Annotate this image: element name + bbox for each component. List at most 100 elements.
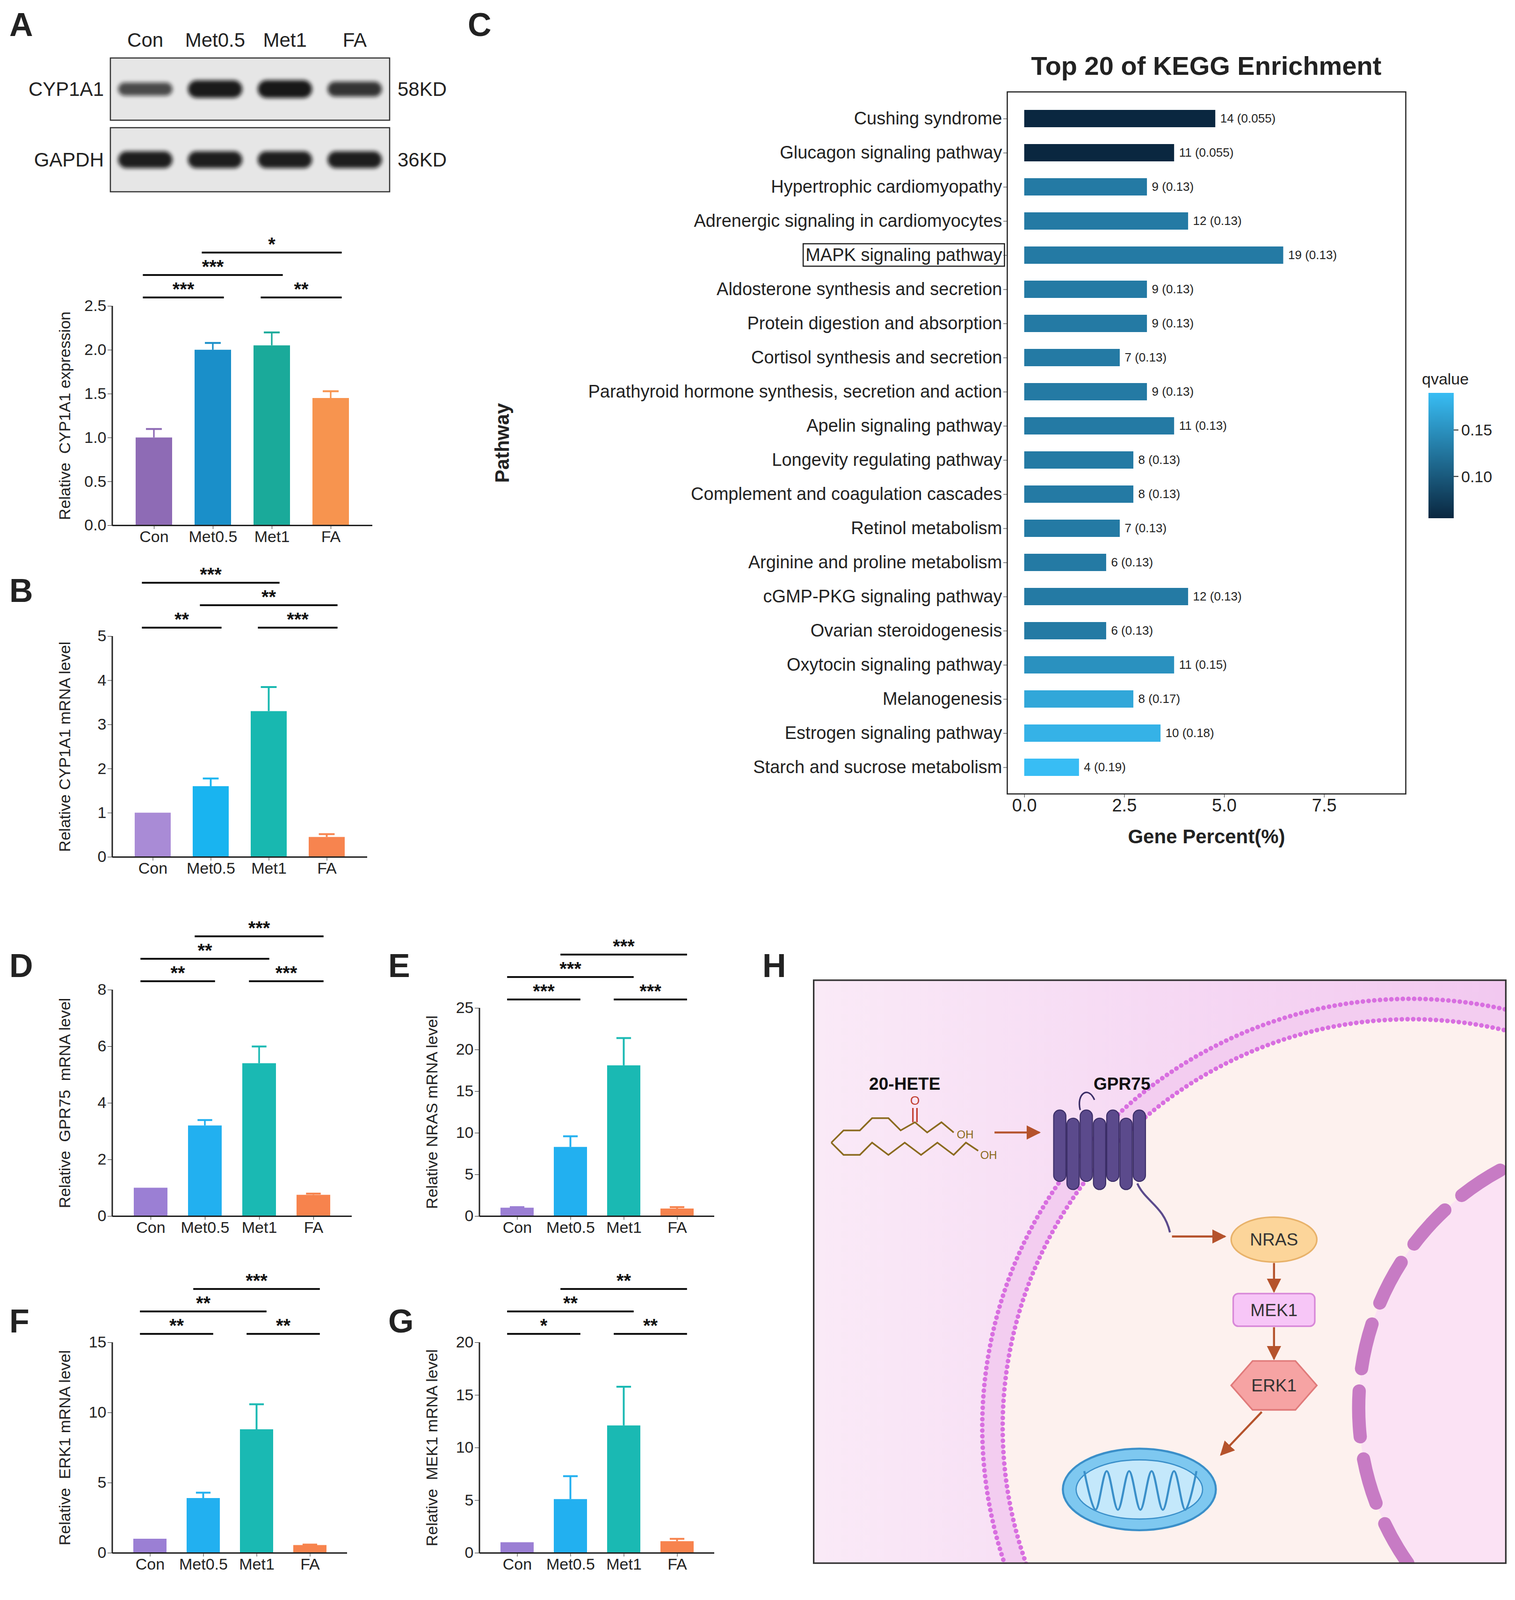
svg-text:**: ** (195, 1292, 211, 1314)
svg-text:Starch and sucrose metabolism: Starch and sucrose metabolism (753, 757, 1002, 777)
svg-text:***: *** (248, 917, 271, 939)
svg-text:9 (0.13): 9 (0.13) (1152, 282, 1195, 297)
svg-text:**: ** (616, 1270, 632, 1291)
svg-text:MEK1: MEK1 (1250, 1300, 1298, 1320)
svg-text:FA: FA (317, 859, 337, 878)
svg-text:FA: FA (321, 527, 341, 546)
svg-text:1.5: 1.5 (84, 384, 107, 403)
svg-text:FA: FA (342, 28, 367, 51)
svg-text:Complement and coagulation cas: Complement and coagulation cascades (690, 484, 1002, 504)
svg-text:10: 10 (88, 1403, 107, 1421)
svg-text:FA: FA (667, 1555, 688, 1573)
svg-text:qvalue: qvalue (1421, 369, 1469, 388)
svg-text:Parathyroid hormone synthesis,: Parathyroid hormone synthesis, secretion… (587, 381, 1002, 402)
svg-text:Con: Con (502, 1555, 532, 1573)
svg-text:Met0.5: Met0.5 (546, 1218, 595, 1237)
svg-text:**: ** (170, 962, 186, 984)
svg-text:2.5: 2.5 (84, 296, 107, 315)
svg-text:Glucagon signaling pathway: Glucagon signaling pathway (779, 142, 1002, 163)
svg-text:**: ** (169, 1315, 185, 1336)
svg-text:10: 10 (456, 1123, 474, 1142)
svg-text:15: 15 (456, 1385, 474, 1404)
svg-text:Met1: Met1 (606, 1555, 642, 1573)
svg-text:0.0: 0.0 (1012, 795, 1037, 816)
svg-text:6: 6 (97, 1036, 107, 1055)
svg-text:Cortisol synthesis and secreti: Cortisol synthesis and secretion (751, 347, 1002, 368)
svg-text:20: 20 (456, 1333, 474, 1351)
svg-text:**: ** (563, 1292, 579, 1314)
svg-text:Cushing syndrome: Cushing syndrome (854, 108, 1003, 129)
svg-text:25: 25 (456, 998, 474, 1017)
svg-text:Apelin signaling pathway: Apelin signaling pathway (806, 415, 1002, 436)
svg-text:15: 15 (88, 1333, 107, 1351)
svg-text:FA: FA (300, 1555, 320, 1573)
svg-text:7.5: 7.5 (1312, 795, 1337, 816)
svg-text:4: 4 (97, 671, 107, 689)
svg-text:0.10: 0.10 (1461, 467, 1493, 486)
svg-text:NRAS: NRAS (1249, 1229, 1298, 1250)
svg-text:*: * (268, 233, 276, 255)
svg-text:*: * (540, 1315, 548, 1336)
svg-text:**: ** (293, 278, 309, 300)
svg-text:10: 10 (456, 1438, 474, 1457)
svg-text:***: *** (559, 958, 582, 979)
svg-text:Con: Con (135, 1555, 165, 1573)
svg-text:0.0: 0.0 (84, 515, 107, 534)
svg-text:2.5: 2.5 (1111, 795, 1137, 816)
svg-text:Relative NRAS mRNA level: Relative NRAS mRNA level (422, 1015, 441, 1210)
svg-text:2: 2 (97, 759, 107, 778)
svg-text:Relative GPR75 mRNA level: Relative GPR75 mRNA level (55, 998, 74, 1209)
svg-text:Hypertrophic cardiomyopathy: Hypertrophic cardiomyopathy (770, 176, 1002, 197)
svg-text:Met0.5: Met0.5 (179, 1555, 228, 1573)
svg-text:3: 3 (97, 715, 107, 733)
svg-text:***: *** (172, 278, 195, 300)
svg-text:Met1: Met1 (262, 28, 307, 51)
svg-text:11 (0.055): 11 (0.055) (1179, 145, 1234, 160)
svg-text:cGMP-PKG signaling pathway: cGMP-PKG signaling pathway (762, 586, 1002, 607)
svg-text:MAPK signaling pathway: MAPK signaling pathway (805, 245, 1002, 265)
svg-text:20-HETE: 20-HETE (869, 1073, 941, 1094)
svg-text:***: *** (202, 256, 225, 277)
svg-text:***: *** (245, 1270, 268, 1291)
svg-text:9 (0.13): 9 (0.13) (1152, 384, 1195, 399)
svg-text:Ovarian steroidogenesis: Ovarian steroidogenesis (810, 620, 1003, 641)
svg-text:Met1: Met1 (241, 1218, 278, 1237)
svg-text:Longevity regulating pathway: Longevity regulating pathway (771, 449, 1002, 470)
svg-text:Con: Con (127, 28, 164, 51)
svg-text:12 (0.13): 12 (0.13) (1193, 589, 1242, 604)
svg-text:20: 20 (456, 1040, 474, 1059)
svg-text:5: 5 (97, 1473, 107, 1492)
svg-text:Adrenergic signaling in cardio: Adrenergic signaling in cardiomyocytes (694, 210, 1003, 231)
svg-text:Con: Con (138, 859, 168, 878)
svg-text:***: *** (199, 564, 222, 585)
svg-text:7 (0.13): 7 (0.13) (1124, 521, 1167, 536)
svg-text:5: 5 (464, 1491, 474, 1509)
svg-text:1.0: 1.0 (84, 428, 107, 447)
svg-text:Met0.5: Met0.5 (181, 1218, 230, 1237)
svg-text:FA: FA (667, 1218, 688, 1237)
svg-text:***: *** (532, 980, 555, 1002)
svg-text:***: *** (286, 608, 309, 630)
svg-text:Met1: Met1 (606, 1218, 642, 1237)
svg-text:GAPDH: GAPDH (34, 148, 104, 171)
svg-text:***: *** (612, 935, 635, 957)
svg-text:0.15: 0.15 (1461, 420, 1493, 439)
svg-text:GPR75: GPR75 (1093, 1073, 1151, 1094)
svg-text:Relative MEK1 mRNA level: Relative MEK1 mRNA level (422, 1349, 441, 1547)
svg-text:Arginine and proline metabolis: Arginine and proline metabolism (748, 552, 1003, 573)
svg-text:1: 1 (97, 803, 107, 822)
svg-text:Gene Percent(%): Gene Percent(%) (1127, 825, 1285, 848)
svg-text:Con: Con (136, 1218, 166, 1237)
svg-text:0: 0 (97, 1206, 107, 1225)
svg-text:FA: FA (304, 1218, 324, 1237)
svg-text:5: 5 (464, 1165, 474, 1183)
svg-text:Oxytocin signaling pathway: Oxytocin signaling pathway (786, 654, 1002, 675)
svg-text:***: *** (639, 980, 662, 1002)
svg-text:11 (0.13): 11 (0.13) (1179, 418, 1227, 433)
svg-text:**: ** (174, 608, 190, 630)
svg-text:Met0.5: Met0.5 (188, 527, 238, 546)
svg-text:8 (0.13): 8 (0.13) (1138, 486, 1181, 501)
svg-text:Relative CYP1A1 mRNA level: Relative CYP1A1 mRNA level (55, 641, 74, 853)
svg-text:**: ** (261, 586, 277, 608)
svg-text:6 (0.13): 6 (0.13) (1110, 623, 1153, 638)
